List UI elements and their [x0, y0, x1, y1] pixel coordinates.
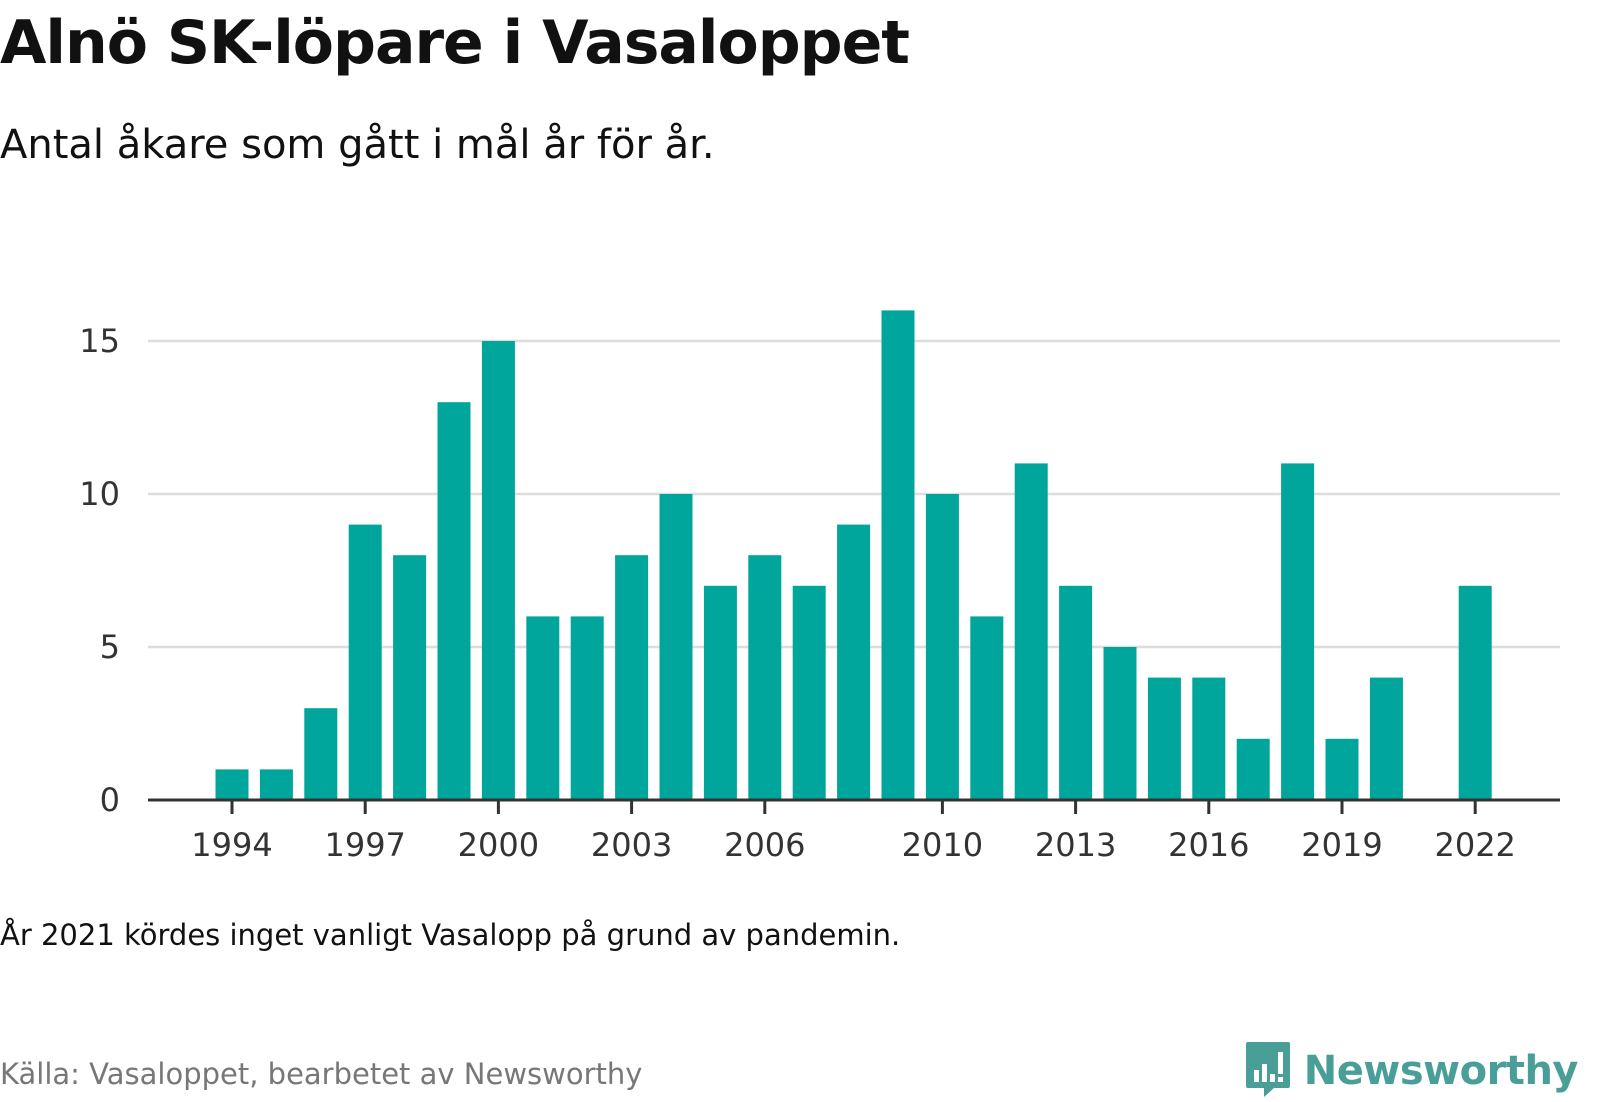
bar-2019 [1325, 738, 1359, 800]
bar-2011 [970, 616, 1004, 800]
bar-2010 [925, 494, 959, 800]
bar-1994 [215, 769, 249, 800]
x-tick-label: 1997 [324, 826, 405, 864]
bar-1998 [393, 555, 427, 800]
bar-2017 [1236, 738, 1270, 800]
bar-2018 [1281, 463, 1315, 800]
bar-2016 [1192, 677, 1226, 800]
bar-2002 [570, 616, 604, 800]
newsworthy-logo-icon [1244, 1040, 1292, 1102]
bar-1996 [304, 708, 338, 800]
x-tick-label: 2003 [591, 826, 672, 864]
x-tick-label: 2010 [902, 826, 983, 864]
bar-2013 [1059, 585, 1093, 800]
bar-2015 [1147, 677, 1181, 800]
chart-footnote: År 2021 kördes inget vanligt Vasalopp på… [0, 918, 901, 952]
x-tick-label: 2006 [724, 826, 805, 864]
bar-chart: 0 5 10 15 1994 1997 2000 2003 2006 2010 2013 2016 20… [79, 310, 1560, 864]
bar-2006 [748, 555, 782, 800]
x-tick-label: 2013 [1035, 826, 1116, 864]
bar-2003 [615, 555, 649, 800]
chart-subtitle: Antal åkare som gått i mål år för år. [0, 122, 715, 168]
x-axis [148, 798, 1560, 814]
bar-1995 [259, 769, 293, 800]
bar-2005 [703, 585, 737, 800]
chart-title: Alnö SK-löpare i Vasaloppet [0, 8, 910, 78]
y-tick-label: 5 [100, 628, 120, 666]
source-credit: Källa: Vasaloppet, bearbetet av Newswort… [0, 1057, 643, 1091]
x-tick-label: 2016 [1168, 826, 1249, 864]
brand-name: Newsworthy [1303, 1048, 1579, 1094]
bar-2022 [1458, 585, 1492, 800]
bar-1997 [348, 524, 382, 800]
bar-2008 [837, 524, 871, 800]
bar-2007 [792, 585, 826, 800]
bar-2000 [481, 341, 515, 800]
bar-2009 [881, 310, 915, 800]
x-tick-label: 2000 [458, 826, 539, 864]
bar-1999 [437, 402, 471, 800]
y-tick-label: 0 [100, 781, 120, 819]
x-tick-label: 2022 [1434, 826, 1515, 864]
y-tick-label: 10 [79, 475, 120, 513]
x-tick-label: 1994 [191, 826, 272, 864]
bars [215, 310, 1492, 800]
bar-2014 [1103, 647, 1137, 800]
bar-2004 [659, 494, 693, 800]
bar-2020 [1369, 677, 1403, 800]
y-tick-label: 15 [79, 322, 120, 360]
bar-2001 [526, 616, 560, 800]
tick-labels: 0 5 10 15 1994 1997 2000 2003 2006 2010 2013 2016 20… [79, 322, 1516, 864]
brand-logo: Newsworthy [1244, 1040, 1579, 1102]
bar-2012 [1014, 463, 1048, 800]
x-tick-label: 2019 [1301, 826, 1382, 864]
